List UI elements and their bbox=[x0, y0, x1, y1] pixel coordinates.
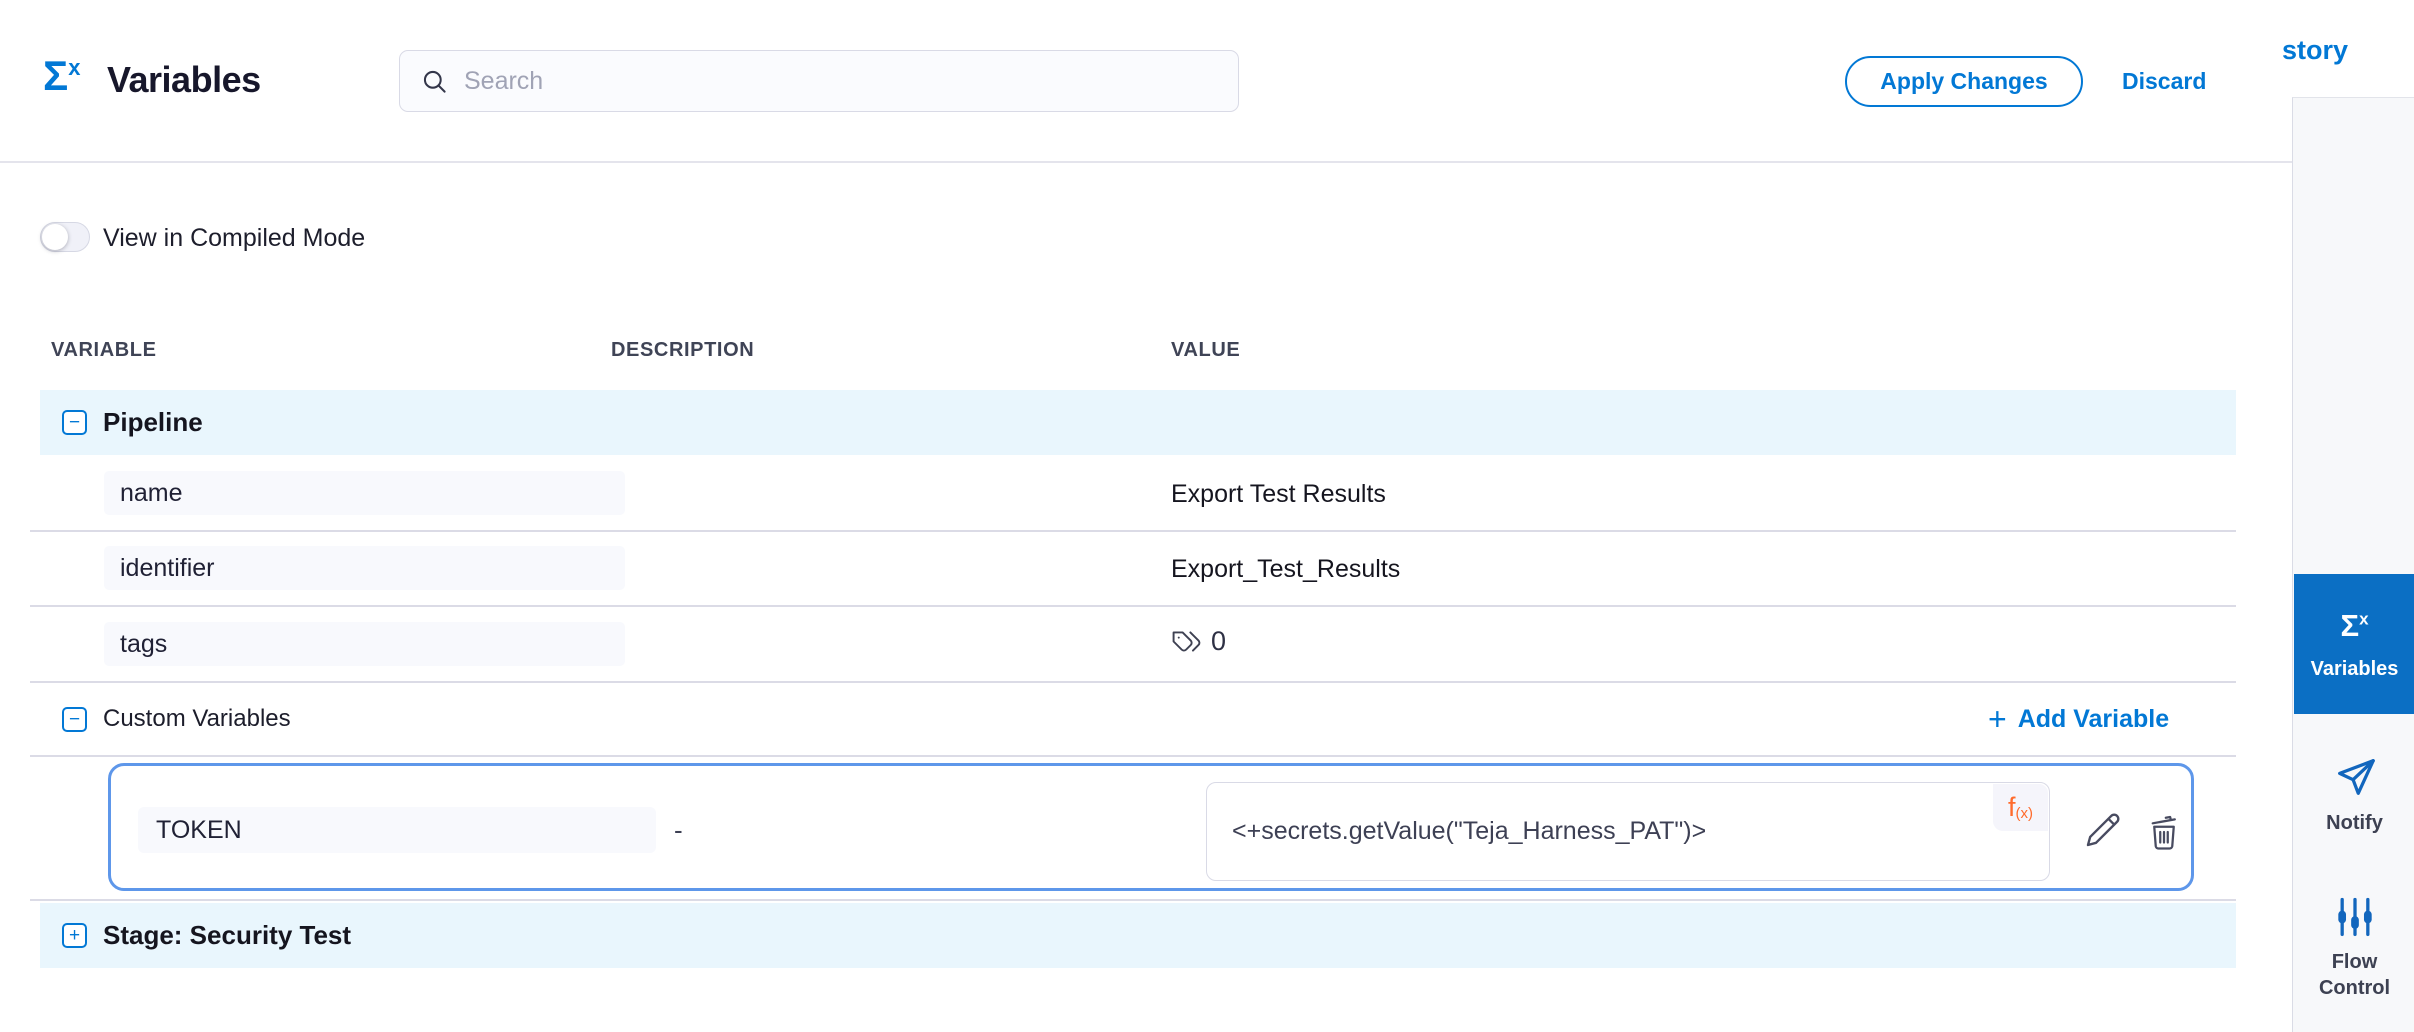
tag-count: 0 bbox=[1211, 626, 1227, 656]
variable-value-input[interactable] bbox=[1207, 783, 2049, 880]
sliders-icon bbox=[2337, 897, 2372, 937]
expression-fx-badge[interactable]: f (x) bbox=[1993, 784, 2048, 831]
variable-name-pill[interactable]: identifier bbox=[104, 546, 625, 590]
sigma-icon: Σx bbox=[2340, 607, 2369, 643]
variable-name-pill[interactable]: TOKEN bbox=[138, 807, 656, 853]
trash-icon bbox=[2151, 815, 2176, 850]
row-separator bbox=[30, 899, 2236, 901]
page-title: Variables bbox=[107, 59, 261, 100]
pipeline-section-header[interactable]: − Pipeline bbox=[40, 390, 2236, 455]
sidebar-item-flow-control[interactable]: Flow Control bbox=[2294, 895, 2414, 1001]
collapse-icon[interactable]: − bbox=[62, 706, 87, 732]
sidebar-item-variables[interactable]: Σx Variables bbox=[2294, 574, 2414, 714]
variable-value-field: f(x) bbox=[1206, 782, 2050, 881]
row-separator bbox=[30, 755, 2236, 757]
sidebar-item-notify[interactable]: Notify bbox=[2294, 754, 2414, 836]
column-header-value: VALUE bbox=[1171, 339, 1241, 361]
search-icon bbox=[423, 70, 446, 93]
history-link[interactable]: story bbox=[2282, 35, 2349, 65]
header-divider bbox=[0, 161, 2292, 163]
column-header-variable: VARIABLE bbox=[51, 339, 157, 361]
variable-name-label: name bbox=[120, 478, 183, 507]
variable-name-label: TOKEN bbox=[156, 815, 242, 844]
discard-button[interactable]: Discard bbox=[2122, 68, 2207, 94]
expand-icon[interactable]: + bbox=[62, 923, 87, 948]
custom-variable-row-selected: TOKEN - f(x) bbox=[108, 763, 2194, 891]
custom-variables-label: Custom Variables bbox=[103, 705, 291, 732]
compiled-mode-toggle[interactable] bbox=[40, 222, 90, 252]
variable-value: Export Test Results bbox=[1171, 480, 1386, 508]
apply-changes-button[interactable]: Apply Changes bbox=[1845, 56, 2083, 107]
paper-plane-icon bbox=[2337, 759, 2375, 795]
variable-name-pill[interactable]: name bbox=[104, 471, 625, 515]
search-input[interactable] bbox=[448, 51, 1238, 111]
sidebar-item-label: Flow Control bbox=[2318, 951, 2391, 999]
collapse-icon[interactable]: − bbox=[62, 410, 87, 435]
add-variable-button[interactable]: + Add Variable bbox=[1988, 683, 2169, 755]
tags-value: 0 bbox=[1171, 626, 1226, 657]
sigma-logo-icon: Σx bbox=[43, 52, 81, 99]
edit-variable-button[interactable] bbox=[2083, 810, 2123, 850]
add-variable-label: Add Variable bbox=[2017, 704, 2170, 733]
sidebar-item-label: Notify bbox=[2326, 812, 2383, 834]
sidebar-item-label: Variables bbox=[2310, 657, 2399, 680]
search-box bbox=[399, 50, 1239, 112]
custom-variables-section-header[interactable]: − Custom Variables bbox=[40, 683, 2236, 755]
variable-value: Export_Test_Results bbox=[1171, 555, 1401, 583]
variable-name-label: tags bbox=[120, 629, 168, 658]
stage-section-header[interactable]: + Stage: Security Test bbox=[40, 903, 2236, 968]
plus-icon: + bbox=[1988, 701, 2007, 737]
variable-description: - bbox=[674, 815, 683, 845]
stage-section-label: Stage: Security Test bbox=[103, 920, 352, 950]
delete-variable-button[interactable] bbox=[2144, 812, 2184, 852]
toggle-knob bbox=[42, 224, 68, 250]
row-separator bbox=[30, 681, 2236, 683]
row-separator bbox=[30, 530, 2236, 532]
right-sidebar: Σx Variables Notify Flow Control bbox=[2292, 97, 2414, 1032]
tag-icon bbox=[1172, 631, 1201, 652]
pencil-icon bbox=[2086, 813, 2120, 847]
pipeline-section-label: Pipeline bbox=[103, 407, 203, 437]
compiled-mode-label: View in Compiled Mode bbox=[103, 224, 366, 252]
column-header-description: DESCRIPTION bbox=[611, 339, 755, 361]
variable-name-label: identifier bbox=[120, 553, 215, 582]
row-separator bbox=[30, 605, 2236, 607]
variable-name-pill[interactable]: tags bbox=[104, 622, 625, 666]
